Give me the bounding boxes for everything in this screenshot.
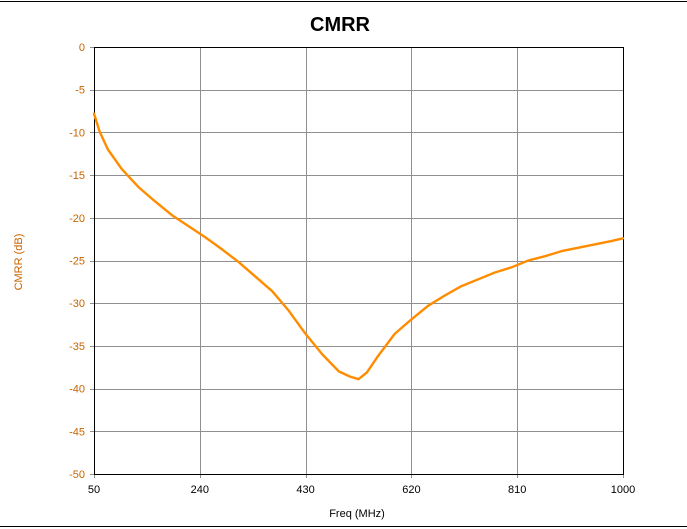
y-tick-label: -40 bbox=[69, 384, 85, 396]
series-line-0 bbox=[92, 112, 625, 381]
y-tick-label: -10 bbox=[69, 127, 85, 139]
x-tick-label: 240 bbox=[191, 484, 209, 496]
y-tick-label: -15 bbox=[69, 170, 85, 182]
x-tick-label: 620 bbox=[402, 484, 420, 496]
y-tick-label: -30 bbox=[69, 298, 85, 310]
y-tick-label: -50 bbox=[69, 469, 85, 481]
x-tick-label: 430 bbox=[296, 484, 314, 496]
x-tick-label: 1000 bbox=[611, 484, 635, 496]
y-axis-label: CMRR (dB) bbox=[13, 234, 25, 291]
x-tick-label: 50 bbox=[88, 484, 100, 496]
y-tick-label: -25 bbox=[69, 256, 85, 268]
x-tick-labels: 50 240 430 620 810 1000 bbox=[88, 484, 635, 496]
data-series bbox=[92, 112, 625, 381]
chart-title: CMRR bbox=[310, 14, 371, 36]
y-tick-label: -35 bbox=[69, 341, 85, 353]
grid-lines bbox=[90, 47, 624, 478]
y-tick-label: 0 bbox=[79, 42, 85, 54]
plot-area-border bbox=[94, 47, 624, 475]
y-tick-label: -5 bbox=[75, 85, 85, 97]
y-tick-label: -45 bbox=[69, 426, 85, 438]
y-tick-labels: 0 -5 -10 -15 -20 -25 -30 -35 -40 -45 -50 bbox=[69, 42, 85, 481]
plot-border bbox=[94, 47, 624, 475]
x-axis-label: Freq (MHz) bbox=[329, 508, 385, 520]
x-tick-label: 810 bbox=[508, 484, 526, 496]
y-tick-label: -20 bbox=[69, 213, 85, 225]
